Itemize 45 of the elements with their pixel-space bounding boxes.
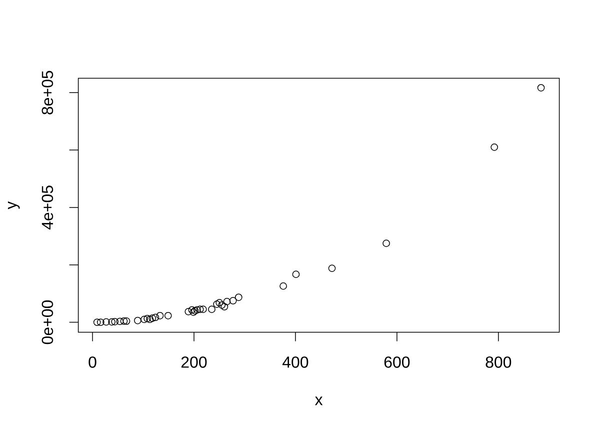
point — [229, 297, 237, 304]
point — [120, 317, 128, 325]
point — [96, 318, 104, 326]
point — [196, 306, 204, 314]
x-tick-label: 600 — [384, 356, 410, 368]
point — [490, 144, 498, 151]
point — [216, 299, 224, 306]
point — [111, 318, 119, 326]
point — [382, 240, 390, 247]
point — [140, 316, 148, 324]
point — [122, 317, 130, 325]
x-tick-label: 0 — [88, 356, 96, 368]
point — [537, 84, 545, 92]
point — [280, 282, 287, 290]
point — [152, 314, 160, 322]
point — [144, 314, 151, 322]
point — [193, 306, 201, 314]
point — [148, 314, 156, 322]
x-tick-label: 200 — [181, 356, 207, 368]
point — [116, 318, 124, 326]
y-axis-title: y — [8, 201, 20, 210]
y-tick-label: 4e+05 — [42, 186, 54, 230]
x-axis-title: x — [314, 396, 323, 406]
point — [184, 308, 192, 316]
point — [164, 312, 172, 320]
point — [199, 306, 207, 314]
point — [218, 301, 226, 309]
point — [156, 312, 164, 320]
point — [208, 306, 216, 314]
point — [223, 298, 231, 306]
point — [328, 264, 336, 272]
x-tick-label: 400 — [282, 356, 308, 368]
point — [234, 294, 242, 301]
point — [102, 318, 110, 326]
point — [292, 270, 300, 278]
y-tick-label: 0e+00 — [42, 300, 54, 344]
point — [108, 318, 116, 326]
point — [213, 300, 220, 308]
point — [188, 306, 196, 314]
point — [93, 318, 101, 326]
point — [220, 303, 228, 310]
x-tick-label: 800 — [486, 356, 512, 368]
y-tick-label: 8e+05 — [42, 70, 54, 114]
point — [134, 316, 142, 324]
point — [146, 316, 154, 324]
